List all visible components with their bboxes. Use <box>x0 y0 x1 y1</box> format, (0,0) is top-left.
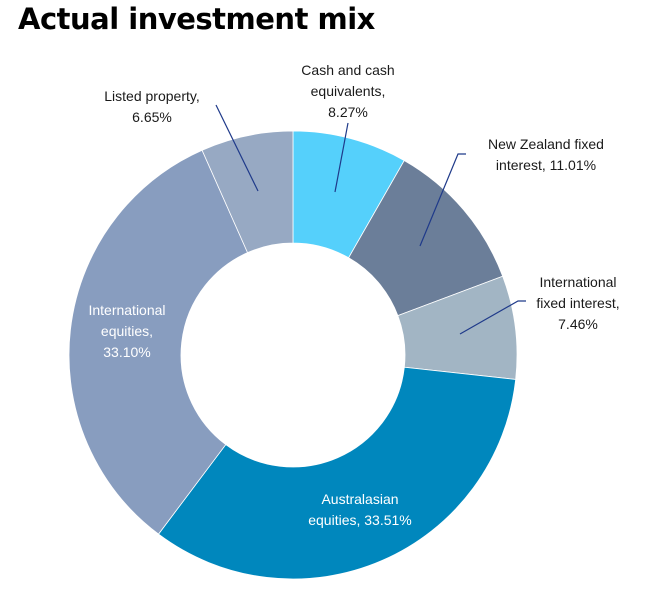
data-label: International equities, 33.10% <box>88 302 165 360</box>
data-label: Cash and cash equivalents, 8.27% <box>301 62 394 120</box>
data-label: New Zealand fixed interest, 11.01% <box>488 136 604 173</box>
slice-listed-property <box>201 130 294 254</box>
leader-line <box>334 122 349 193</box>
data-label: International fixed interest, 7.46% <box>536 274 619 332</box>
leader-line <box>215 104 259 192</box>
data-label: Listed property, 6.65% <box>104 88 199 125</box>
leader-line <box>419 153 466 247</box>
slice-australasian-equities <box>157 366 517 580</box>
leader-line <box>459 300 526 335</box>
chart-title: Actual investment mix <box>18 2 375 36</box>
data-label: Australasian equities, 33.51% <box>308 491 412 528</box>
slice-international-equities <box>68 149 249 535</box>
